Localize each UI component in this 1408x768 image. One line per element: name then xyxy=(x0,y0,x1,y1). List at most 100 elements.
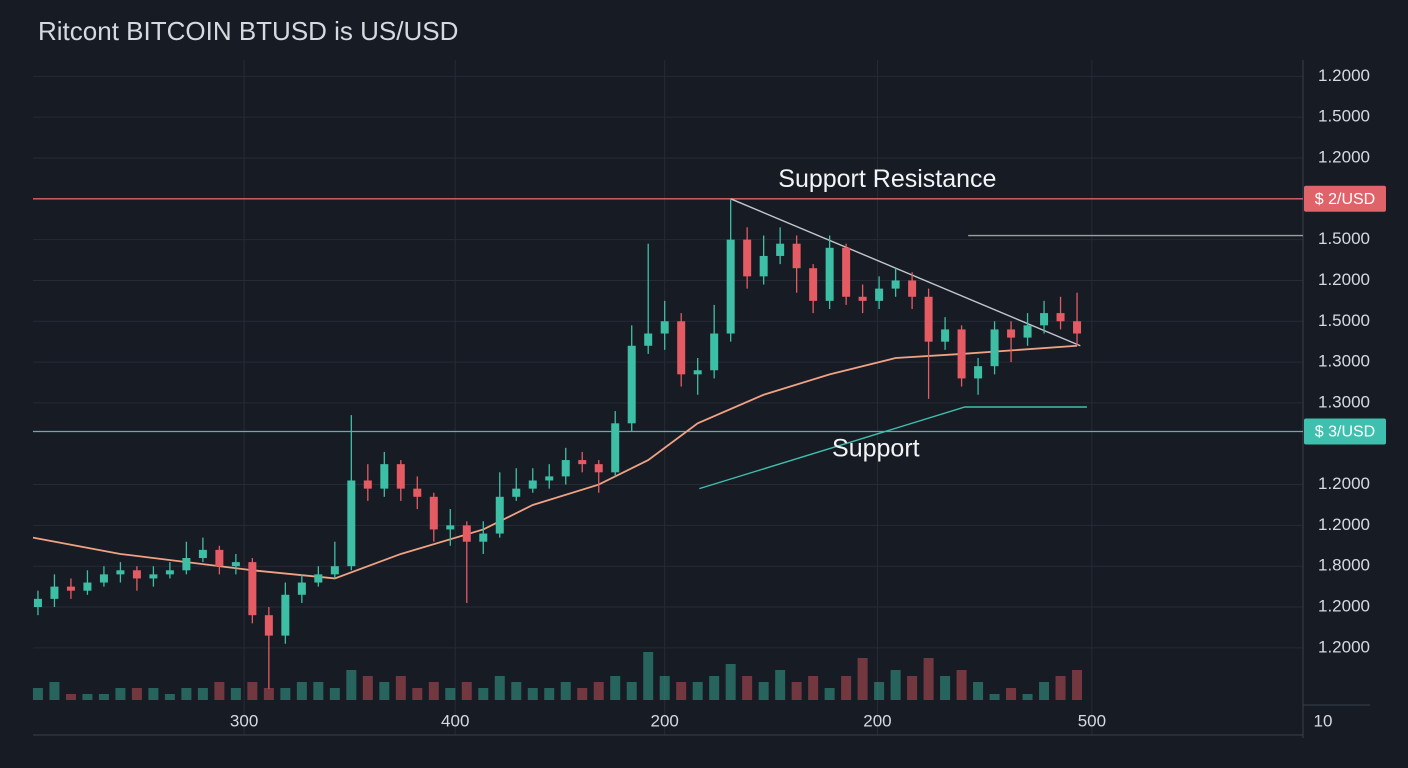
candle-body xyxy=(33,598,42,608)
candle-body xyxy=(875,288,884,301)
y-tick-label: 1.8000 xyxy=(1318,556,1370,575)
candle-body xyxy=(660,321,669,334)
volume-bar xyxy=(181,688,192,700)
volume-bar xyxy=(593,682,604,700)
y-tick-label: 1.2000 xyxy=(1318,66,1370,85)
y-tick-label: 1.2000 xyxy=(1318,597,1370,616)
candle-body xyxy=(941,329,950,342)
volume-bar xyxy=(32,688,43,700)
trend-line xyxy=(699,406,1087,490)
y-tick-label: 1.2000 xyxy=(1318,637,1370,656)
x-tick-label: 400 xyxy=(441,711,469,730)
volume-bar xyxy=(263,688,274,700)
candle-body xyxy=(429,496,438,530)
y-tick-label: 1.5000 xyxy=(1318,229,1370,248)
candle-body xyxy=(627,345,636,424)
y-tick-label: 1.2000 xyxy=(1318,147,1370,166)
volume-bar xyxy=(742,676,753,700)
candle-body xyxy=(743,239,752,277)
volume-bar xyxy=(791,682,802,700)
volume-bar xyxy=(676,682,687,700)
volume-bar xyxy=(544,688,555,700)
candle-body xyxy=(1007,329,1016,338)
x-tick-label: 200 xyxy=(651,711,679,730)
candle-body xyxy=(792,243,801,269)
volume-bar xyxy=(643,652,654,700)
volume-bar xyxy=(857,658,868,700)
volume-bar xyxy=(1006,688,1017,700)
x-tick-label: 500 xyxy=(1078,711,1106,730)
volume-bar xyxy=(973,682,984,700)
volume-bar xyxy=(280,688,291,700)
volume-bar xyxy=(560,682,571,700)
candle-body xyxy=(330,566,339,575)
volume-bar xyxy=(940,676,951,700)
volume-bar xyxy=(65,694,76,700)
volume-bar xyxy=(511,682,522,700)
y-tick-label: 1.2000 xyxy=(1318,515,1370,534)
volume-bar xyxy=(626,682,637,700)
volume-bar xyxy=(478,688,489,700)
volume-bar xyxy=(379,682,390,700)
volume-bar xyxy=(709,676,720,700)
y-tick-label: 1.5000 xyxy=(1318,107,1370,126)
candle-body xyxy=(215,549,224,567)
candle-body xyxy=(462,525,471,542)
volume-bar xyxy=(989,694,1000,700)
candle-body xyxy=(561,460,570,477)
candle-body xyxy=(281,594,290,636)
candle-body xyxy=(66,586,75,591)
price-tag xyxy=(1304,185,1386,212)
volume-bar xyxy=(841,676,852,700)
price-tag-label: $ 3/USD xyxy=(1315,424,1375,441)
volume-bar xyxy=(692,682,703,700)
volume-bar xyxy=(346,670,357,700)
candle-body xyxy=(924,296,933,342)
volume-bar xyxy=(230,688,241,700)
volume-bar xyxy=(610,676,621,700)
candle-body xyxy=(413,488,422,497)
y-tick-label: 1.5000 xyxy=(1318,311,1370,330)
volume-bar xyxy=(98,694,109,700)
candle-body xyxy=(594,464,603,473)
candle-body xyxy=(578,460,587,465)
volume-bar xyxy=(131,688,142,700)
candle-body xyxy=(380,464,389,489)
candle-body xyxy=(1040,313,1049,326)
candle-body xyxy=(347,480,356,567)
candle-body xyxy=(908,280,917,297)
candle-body xyxy=(83,582,92,591)
annotation: Support xyxy=(832,434,920,462)
volume-bar xyxy=(115,688,126,700)
candle-body xyxy=(842,247,851,297)
x-tick-label: 200 xyxy=(863,711,891,730)
candle-body xyxy=(693,370,702,375)
volume-bar xyxy=(49,682,60,700)
y-tick-label: 1.3000 xyxy=(1318,392,1370,411)
candle-body xyxy=(99,574,108,583)
candle-body xyxy=(1056,313,1065,322)
volume-bar xyxy=(956,670,967,700)
volume-bar xyxy=(775,670,786,700)
candle-body xyxy=(528,480,537,489)
candle-body xyxy=(1073,321,1082,334)
volume-bar xyxy=(907,676,918,700)
volume-bar xyxy=(758,682,769,700)
volume-bar xyxy=(494,676,505,700)
y-tick-label: 1.2000 xyxy=(1318,270,1370,289)
volume-bar xyxy=(461,682,472,700)
candle-body xyxy=(495,496,504,534)
candle-body xyxy=(759,255,768,277)
candle-body xyxy=(957,329,966,379)
volume-bar xyxy=(1039,682,1050,700)
x-tick-label: 300 xyxy=(230,711,258,730)
volume-bar xyxy=(577,688,588,700)
candle-body xyxy=(891,280,900,289)
volume-bar xyxy=(329,688,340,700)
candle-body xyxy=(132,570,141,579)
volume-bar xyxy=(659,676,670,700)
volume-bar xyxy=(395,676,406,700)
volume-bar xyxy=(164,694,175,700)
